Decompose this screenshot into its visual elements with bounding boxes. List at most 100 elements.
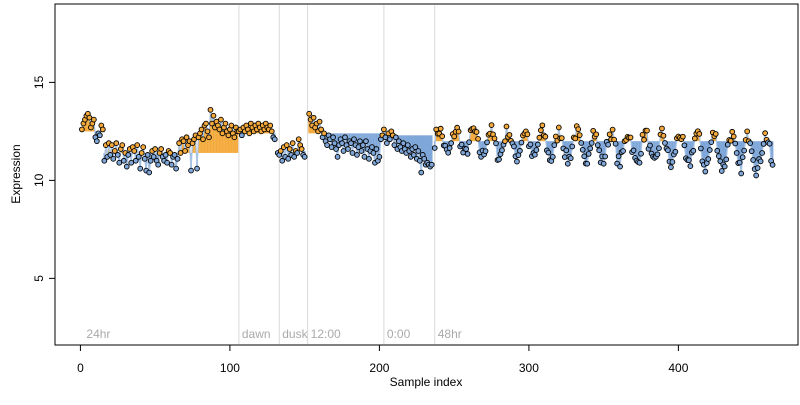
data-point [596,147,603,154]
data-point [594,142,601,148]
data-point [484,139,490,146]
data-point [289,140,296,146]
data-point [524,131,531,138]
x-axis: 0 100 200 300 400 [77,344,689,375]
data-point [575,126,582,133]
data-point [206,134,212,141]
data-point [416,157,423,164]
data-point [687,163,694,169]
data-point [279,157,286,164]
data-point [387,136,393,143]
data-point [712,131,719,137]
y-tick-label: 10 [32,173,46,187]
data-point [696,131,703,137]
x-tick-label: 400 [668,361,688,375]
data-point [86,114,93,121]
data-point [464,151,471,157]
data-point [207,106,214,113]
divider-lines [238,5,436,344]
data-point [412,144,419,150]
data-point [342,134,348,141]
data-point [150,154,157,160]
data-point [747,140,754,146]
data-point [590,127,597,134]
data-point [114,152,121,158]
data-point [219,130,226,137]
data-point [167,150,173,156]
data-point [639,131,646,138]
data-point [686,157,692,164]
data-point [328,144,335,150]
x-tick-label: 100 [220,361,240,375]
data-point [94,138,100,145]
data-point [310,114,317,121]
data-point [194,165,200,172]
data-point [729,128,736,135]
data-point [593,131,600,138]
data-point [382,134,389,141]
data-point [138,150,145,156]
data-point [721,163,728,170]
data-point [638,150,644,157]
data-point [120,157,127,164]
data-point [131,148,138,154]
data-point [736,159,743,166]
data-point [581,153,588,160]
data-point [569,143,576,150]
data-point [321,130,327,137]
data-point [400,140,407,146]
data-point [691,135,698,142]
data-point [502,138,508,145]
data-point [587,145,594,152]
plot-frame [54,3,799,346]
data-point [636,159,643,166]
data-point [738,170,745,177]
data-point [506,132,513,138]
data-point [584,160,591,167]
data-point [665,147,671,154]
data-point [482,148,489,155]
data-point [563,147,570,154]
annotation-label: dawn [242,327,271,341]
data-point [294,150,301,156]
data-point [404,142,411,148]
data-point [116,159,123,166]
data-point [418,169,425,176]
x-tick-label: 200 [369,361,389,375]
data-point [158,146,164,152]
data-point [662,140,668,146]
data-point [298,146,305,152]
data-point [718,168,725,174]
data-point [361,154,368,160]
data-point [231,134,238,141]
data-point [391,142,398,148]
data-point [366,155,372,162]
data-point [641,136,647,143]
data-point [741,147,748,154]
data-point [345,146,351,152]
data-point [532,151,538,158]
data-point [222,120,229,127]
data-point [754,165,761,171]
annotation-label: 12:00 [311,327,341,341]
data-point [732,140,739,147]
data-point [503,123,510,130]
data-point [496,156,502,163]
data-point [612,140,619,147]
data-point [445,149,452,156]
data-point [286,146,293,152]
data-point [119,142,126,148]
data-point [588,140,595,146]
data-point [615,153,622,160]
data-point [210,112,217,119]
data-point [539,122,546,129]
data-point [463,146,469,152]
data-point [330,134,336,141]
data-point [147,157,154,164]
data-point [627,134,634,141]
data-point [766,140,773,147]
data-point [339,140,345,146]
data-point [373,146,380,152]
data-point [306,110,312,117]
data-point [183,134,190,141]
